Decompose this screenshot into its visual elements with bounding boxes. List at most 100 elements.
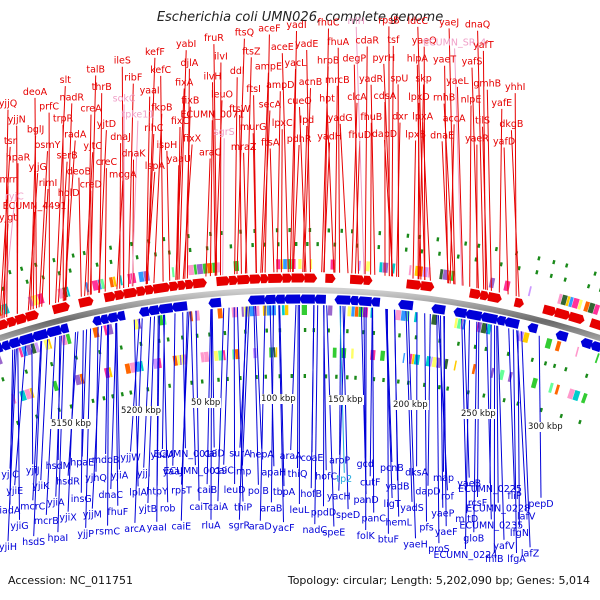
forward-gene-label: murG	[240, 122, 267, 133]
gene-leader	[297, 304, 299, 469]
category-segment	[485, 323, 492, 335]
forward-gene-arrow	[479, 290, 490, 301]
reverse-gene-label: sgrR	[229, 521, 251, 532]
forward-gene-label: talB	[86, 65, 105, 76]
forward-gene-label: fixA	[175, 78, 194, 89]
forward-gene-arrow	[6, 316, 17, 328]
category-segment	[108, 276, 115, 288]
forward-gene-label: ampD	[266, 80, 294, 91]
forward-gene-label: yafS	[462, 57, 483, 68]
forward-gene-label: aceF	[258, 24, 280, 35]
kbp-label: 300 kbp	[527, 422, 564, 433]
forward-gene-label: yadE	[295, 39, 318, 50]
forward-gene-label: lpxD	[408, 92, 430, 103]
gene-leader	[456, 86, 464, 286]
reverse-gene-label: araD	[249, 522, 272, 533]
reverse-gene-label: thiQ	[288, 469, 308, 480]
gene-leader	[55, 335, 62, 497]
forward-gene-label: ECUMN_SR_4	[423, 37, 486, 48]
gene-leader	[206, 309, 212, 485]
gene-leader	[370, 84, 376, 275]
reverse-gene-label: ECUMN_0235	[459, 520, 523, 531]
forward-gene-label: yjjN	[8, 115, 26, 126]
position-tick	[91, 398, 95, 404]
category-segment	[31, 294, 40, 306]
forward-gene-label: ECUMN_4491	[3, 201, 67, 212]
forward-gene-arrow	[406, 279, 422, 290]
gene-leader	[210, 309, 213, 520]
reverse-gene-label: rcsF	[468, 498, 487, 509]
reverse-gene-label: caiC	[214, 466, 235, 477]
forward-gene-arrow	[268, 273, 284, 283]
forward-gene-label: ftsQ	[235, 28, 254, 39]
gene-leader	[260, 72, 269, 273]
reverse-gene-label: tp2	[336, 474, 352, 485]
gene-leader	[89, 75, 97, 295]
gene-leader	[498, 108, 503, 293]
forward-gene-label: fhuA	[327, 37, 349, 48]
gene-leader	[521, 331, 531, 548]
forward-gene-label: fhuB	[360, 112, 382, 123]
position-tick	[559, 413, 563, 419]
gene-leader	[222, 138, 225, 276]
gene-leader	[91, 325, 103, 509]
gene-leader	[163, 314, 169, 503]
category-segment	[124, 363, 132, 375]
gene-leader	[239, 114, 242, 274]
category-segment	[571, 297, 580, 309]
position-tick	[129, 390, 133, 395]
forward-gene-arrow	[325, 273, 336, 283]
reverse-gene-label: yaeH	[403, 539, 427, 550]
gene-leader	[292, 30, 297, 273]
gene-leader	[14, 345, 27, 486]
forward-gene-label: fixX	[183, 134, 202, 145]
category-segment	[592, 304, 600, 316]
gene-leader	[55, 86, 66, 304]
forward-gene-label: fhuD	[348, 130, 371, 141]
position-tick	[438, 251, 441, 256]
forward-gene-arrow	[554, 307, 571, 320]
reverse-gene-arrow	[157, 303, 174, 314]
forward-gene-label: mrcB	[325, 75, 350, 86]
forward-gene-label: osmY	[35, 140, 61, 151]
category-segment	[79, 373, 85, 385]
reverse-gene-arrow	[208, 297, 222, 308]
gene-leader	[372, 307, 375, 513]
category-segment	[488, 277, 496, 289]
gene-leader	[417, 26, 426, 281]
reverse-gene-arrow	[46, 325, 62, 338]
forward-gene-label: nlpE	[461, 94, 482, 105]
gene-leader	[64, 103, 73, 301]
gene-leader	[278, 305, 284, 523]
forward-gene-arrow	[78, 296, 94, 308]
position-tick	[593, 271, 597, 276]
reverse-gene-label: lafZ	[521, 548, 540, 559]
gene-leader	[238, 306, 247, 520]
category-segment	[498, 369, 505, 381]
position-tick	[535, 270, 539, 275]
forward-gene-arrow	[304, 273, 318, 283]
forward-gene-label: yadG	[328, 113, 353, 124]
reverse-gene-label: polB	[248, 486, 269, 497]
forward-gene-label: nadR	[60, 92, 85, 103]
position-tick	[456, 341, 460, 346]
gene-leader	[104, 168, 107, 292]
gene-leader	[269, 305, 275, 467]
forward-gene-arrow	[184, 279, 195, 290]
category-segment	[431, 314, 438, 325]
reverse-gene-label: caiT	[189, 502, 209, 513]
gene-leader	[497, 325, 505, 540]
reverse-gene-label: yaaJ	[163, 467, 183, 478]
gene-leader	[326, 305, 335, 527]
category-segment	[422, 266, 429, 278]
gene-leader	[41, 188, 49, 307]
category-segment	[187, 264, 195, 276]
position-tick	[19, 266, 24, 271]
reverse-gene-arrow	[92, 315, 102, 326]
kbp-label: 150 kbp	[327, 394, 364, 405]
functional-category-bands	[0, 258, 600, 404]
category-segment	[129, 362, 137, 374]
reverse-gene-label: araB	[260, 503, 282, 514]
forward-gene-label: ampE	[255, 62, 282, 73]
forward-gene-label: ftsI	[246, 84, 261, 95]
